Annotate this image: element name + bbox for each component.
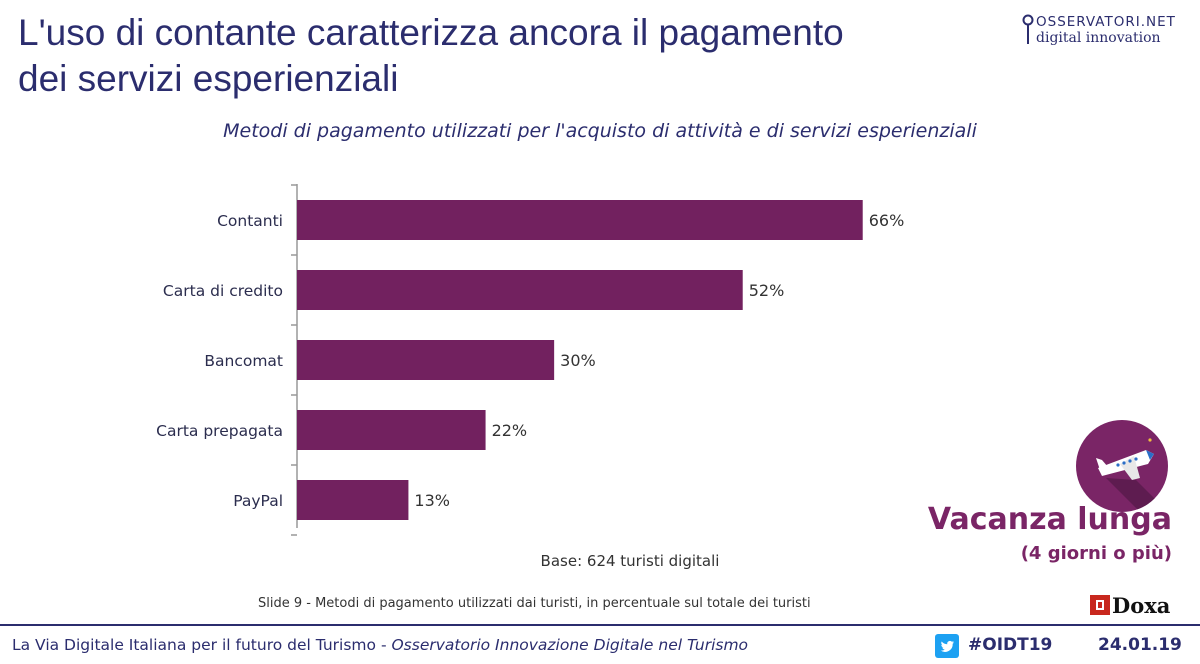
value-label-2: 30% (560, 351, 596, 370)
chart-title: Metodi di pagamento utilizzati per l'acq… (223, 120, 977, 142)
value-label-1: 52% (749, 281, 785, 300)
airplane-badge (1076, 420, 1168, 512)
bar-4 (297, 480, 409, 520)
bar-0 (297, 200, 863, 240)
page-title-line1: L'uso di contante caratterizza ancora il… (18, 12, 844, 53)
footer-text-italic: Osservatorio Innovazione Digitale nel Tu… (391, 636, 749, 654)
airplane-icon (1096, 438, 1168, 512)
slide-note: Slide 9 - Metodi di pagamento utilizzati… (258, 596, 811, 611)
page-title-line2: dei servizi esperienziali (18, 58, 399, 99)
value-label-4: 13% (414, 491, 450, 510)
doxa-text: Doxa (1112, 592, 1171, 618)
bars-group: Contanti 66% Carta di credito 52% Bancomat 30… (156, 184, 905, 536)
category-label-2: Bancomat (204, 352, 283, 370)
badge-subtitle: (4 giorni o più) (1020, 543, 1172, 564)
doxa-mark-icon (1090, 595, 1110, 615)
hashtag[interactable]: #OIDT19 (968, 635, 1053, 655)
twitter-icon[interactable] (935, 634, 959, 658)
value-label-3: 22% (492, 421, 528, 440)
category-label-0: Contanti (217, 212, 283, 230)
bar-chart: Contanti 66% Carta di credito 52% Bancomat 30… (156, 184, 905, 536)
base-note: Base: 624 turisti digitali (540, 552, 720, 570)
logo-line2: digital innovation (1036, 30, 1161, 46)
logo-line1: OSSERVATORI.NET (1036, 14, 1176, 30)
bar-1 (297, 270, 743, 310)
date: 24.01.19 (1098, 635, 1182, 655)
category-label-4: PayPal (233, 492, 283, 510)
value-label-0: 66% (869, 211, 905, 230)
bar-3 (297, 410, 486, 450)
category-label-3: Carta prepagata (156, 422, 283, 440)
badge-title: Vacanza lunga (927, 502, 1172, 537)
bar-2 (297, 340, 555, 380)
doxa-logo: Doxa (1090, 592, 1170, 618)
footer-text-plain: La Via Digitale Italiana per il futuro d… (12, 636, 392, 654)
footer-text: La Via Digitale Italiana per il futuro d… (12, 636, 748, 654)
footer-divider (0, 624, 1200, 626)
map-pin-icon (1022, 14, 1034, 44)
category-label-1: Carta di credito (163, 282, 283, 300)
page-title: L'uso di contante caratterizza ancora il… (18, 10, 918, 102)
osservatori-logo: OSSERVATORI.NET digital innovation (1022, 14, 1192, 60)
